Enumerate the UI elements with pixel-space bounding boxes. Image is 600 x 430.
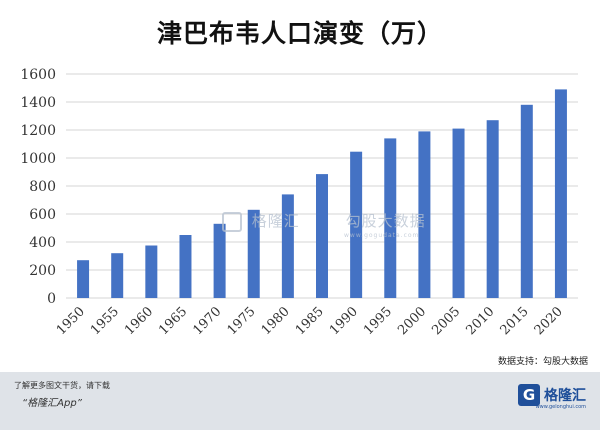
footer-app-name: “格隆汇App” [22, 398, 82, 409]
chart-title: 津巴布韦人口演变（万） [156, 19, 443, 48]
watermark-partner: 勾股大数据 [345, 212, 426, 230]
x-tick-label: 1975 [225, 304, 259, 338]
bar-2015 [520, 104, 533, 298]
bar-1995 [384, 138, 397, 298]
x-tick-label: 2000 [395, 304, 429, 338]
bar-2010 [486, 120, 499, 298]
logo-url: www.gelonghui.com [535, 404, 586, 410]
bar-1965 [179, 235, 192, 298]
footer-note: 了解更多图文干货，请下载 [14, 381, 110, 390]
bar-1985 [316, 174, 328, 298]
x-tick-label: 2015 [498, 304, 532, 338]
x-tick-label: 1970 [190, 304, 224, 338]
x-tick-label: 1955 [88, 304, 122, 338]
chart-card: 津巴布韦人口演变（万） 0 200 400 600 800 1000 1200 1400 160… [0, 0, 600, 372]
y-tick-label: 400 [29, 235, 56, 251]
x-tick-label: 2020 [532, 304, 566, 338]
x-tick-label: 1990 [327, 304, 361, 338]
data-source: 数据支持：勾股大数据 [497, 357, 588, 367]
y-tick-label: 1000 [20, 151, 56, 167]
bar-1955 [111, 253, 124, 298]
watermark-partner-url: www.gogudata.com [344, 231, 420, 239]
y-tick-label: 600 [29, 207, 56, 223]
x-tick-label: 1980 [259, 304, 293, 338]
watermark: 格隆汇 勾股大数据 www.gogudata.com [222, 210, 426, 239]
y-tick-label: 800 [29, 179, 56, 195]
y-tick-label: 1200 [20, 123, 56, 139]
bar-1975 [247, 209, 260, 298]
x-tick-label: 1950 [54, 304, 88, 338]
x-tick-label: 1965 [156, 304, 190, 338]
logo-text: 格隆汇 [544, 388, 586, 404]
brand-logo[interactable]: G 格隆汇 www.gelonghui.com [518, 382, 586, 410]
x-tick-label: 1995 [361, 304, 395, 338]
x-tick-label: 2010 [463, 304, 497, 338]
bar-2005 [452, 128, 465, 298]
bar-1960 [145, 245, 158, 298]
bar-1980 [281, 194, 294, 298]
logo-g-icon: G [518, 384, 540, 406]
x-tick-label: 2005 [429, 304, 463, 338]
y-tick-label: 200 [29, 263, 56, 279]
bar-1950 [77, 260, 90, 298]
bar-2000 [418, 131, 431, 298]
x-tick-label: 1985 [293, 304, 327, 338]
y-tick-label: 0 [47, 291, 56, 307]
y-tick-label: 1400 [20, 95, 56, 111]
bar-2020 [554, 89, 567, 299]
x-tick-label: 1960 [122, 304, 156, 338]
y-tick-label: 1600 [20, 67, 56, 83]
watermark-logo-icon [222, 211, 242, 232]
bar-1990 [350, 151, 363, 298]
bar-1970 [213, 223, 226, 298]
watermark-brand: 格隆汇 [251, 212, 300, 230]
